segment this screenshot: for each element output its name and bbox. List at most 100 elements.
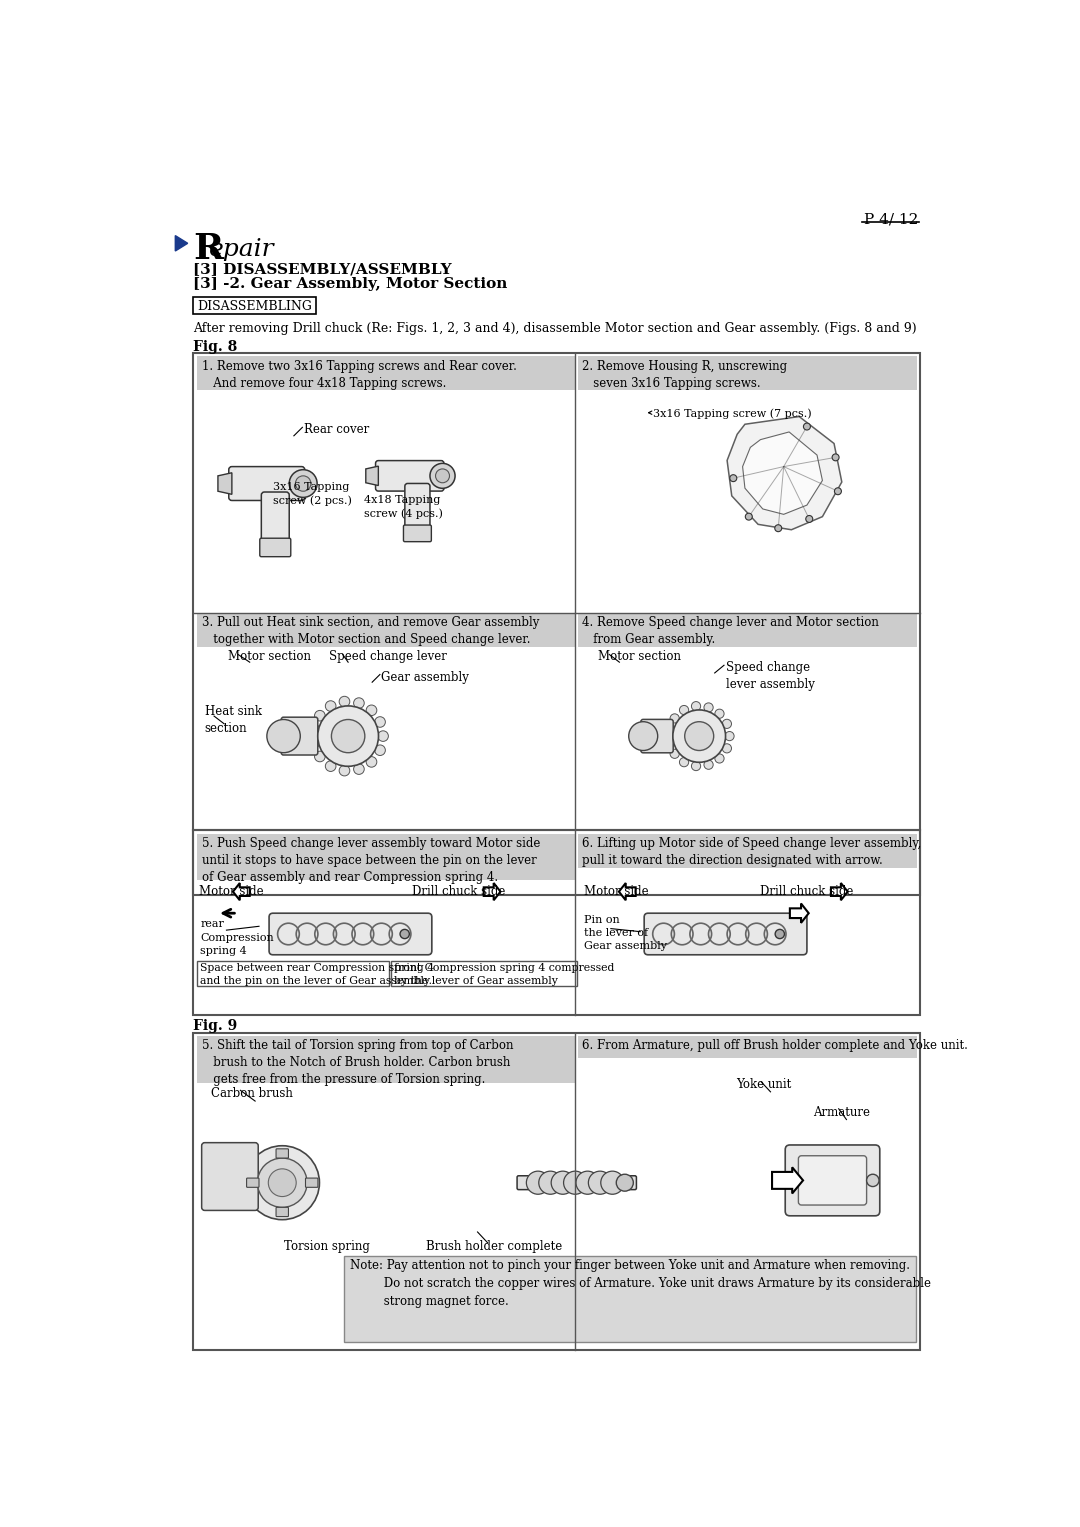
Circle shape — [539, 1171, 562, 1194]
Circle shape — [353, 698, 364, 709]
Text: 6. Lifting up Motor side of Speed change lever assembly,
pull it toward the dire: 6. Lifting up Motor side of Speed change… — [582, 837, 921, 867]
Circle shape — [665, 725, 674, 734]
Text: 4x18 Tapping
screw (4 pcs.): 4x18 Tapping screw (4 pcs.) — [364, 495, 443, 519]
Text: Carbon brush: Carbon brush — [211, 1087, 293, 1101]
Circle shape — [775, 930, 784, 939]
Text: DISASSEMBLING: DISASSEMBLING — [197, 299, 312, 313]
Circle shape — [526, 1171, 550, 1194]
Text: Note: Pay attention not to pinch your finger between Yoke unit and Armature when: Note: Pay attention not to pinch your fi… — [350, 1258, 931, 1309]
Circle shape — [325, 760, 336, 771]
Circle shape — [835, 487, 841, 495]
Circle shape — [314, 710, 325, 721]
Circle shape — [245, 1145, 320, 1220]
Text: 5. Push Speed change lever assembly toward Motor side
until it stops to have spa: 5. Push Speed change lever assembly towa… — [202, 837, 540, 884]
Text: [3] DISASSEMBLY/ASSEMBLY: [3] DISASSEMBLY/ASSEMBLY — [193, 261, 451, 276]
FancyBboxPatch shape — [578, 356, 917, 391]
Circle shape — [730, 475, 737, 481]
Circle shape — [600, 1171, 624, 1194]
FancyBboxPatch shape — [578, 1037, 917, 1058]
Polygon shape — [831, 883, 848, 901]
Circle shape — [296, 476, 311, 492]
Circle shape — [332, 719, 365, 753]
Circle shape — [723, 719, 731, 728]
Circle shape — [670, 713, 679, 722]
Circle shape — [375, 745, 386, 756]
Circle shape — [723, 744, 731, 753]
FancyBboxPatch shape — [345, 1255, 916, 1342]
Circle shape — [725, 731, 734, 741]
Circle shape — [268, 1168, 296, 1197]
FancyBboxPatch shape — [197, 834, 576, 880]
Polygon shape — [175, 235, 188, 250]
Polygon shape — [233, 883, 249, 901]
Circle shape — [866, 1174, 879, 1186]
Polygon shape — [366, 466, 378, 486]
Circle shape — [691, 762, 701, 771]
Text: 3x16 Tapping
screw (2 pcs.): 3x16 Tapping screw (2 pcs.) — [273, 483, 352, 505]
FancyBboxPatch shape — [246, 1177, 259, 1188]
Circle shape — [679, 757, 689, 767]
Circle shape — [375, 716, 386, 727]
FancyBboxPatch shape — [276, 1208, 288, 1217]
Text: [3] -2. Gear Assembly, Motor Section: [3] -2. Gear Assembly, Motor Section — [193, 278, 508, 292]
Circle shape — [670, 750, 679, 759]
Circle shape — [378, 731, 389, 742]
Polygon shape — [772, 1167, 804, 1194]
Polygon shape — [743, 432, 823, 515]
FancyBboxPatch shape — [376, 461, 444, 492]
FancyBboxPatch shape — [405, 484, 430, 530]
Circle shape — [715, 709, 724, 718]
Circle shape — [665, 738, 674, 747]
Text: 6. From Armature, pull off Brush holder complete and Yoke unit.: 6. From Armature, pull off Brush holder … — [582, 1040, 968, 1052]
Circle shape — [435, 469, 449, 483]
Circle shape — [685, 722, 714, 750]
Text: 5. Shift the tail of Torsion spring from top of Carbon
   brush to the Notch of : 5. Shift the tail of Torsion spring from… — [202, 1040, 513, 1087]
Polygon shape — [619, 883, 636, 901]
Text: P 4/ 12: P 4/ 12 — [864, 212, 918, 226]
Circle shape — [309, 724, 320, 734]
Circle shape — [564, 1171, 586, 1194]
FancyBboxPatch shape — [578, 834, 917, 867]
Circle shape — [576, 1171, 599, 1194]
Text: Motor section: Motor section — [598, 651, 681, 663]
FancyBboxPatch shape — [306, 1177, 318, 1188]
Text: Yoke unit: Yoke unit — [735, 1078, 791, 1090]
FancyBboxPatch shape — [644, 913, 807, 954]
Circle shape — [806, 516, 813, 522]
FancyBboxPatch shape — [229, 467, 305, 501]
Polygon shape — [789, 904, 809, 922]
FancyBboxPatch shape — [276, 1148, 288, 1157]
Circle shape — [715, 754, 724, 764]
FancyBboxPatch shape — [197, 612, 576, 647]
Text: 3x16 Tapping screw (7 pcs.): 3x16 Tapping screw (7 pcs.) — [652, 408, 811, 418]
Circle shape — [339, 765, 350, 776]
Circle shape — [617, 1174, 633, 1191]
Text: Motor side: Motor side — [199, 886, 264, 898]
Text: 1. Remove two 3x16 Tapping screws and Rear cover.
   And remove four 4x18 Tappin: 1. Remove two 3x16 Tapping screws and Re… — [202, 359, 516, 389]
Text: After removing Drill chuck (Re: Figs. 1, 2, 3 and 4), disassemble Motor section : After removing Drill chuck (Re: Figs. 1,… — [193, 322, 917, 334]
Circle shape — [691, 701, 701, 710]
Circle shape — [679, 705, 689, 715]
Circle shape — [366, 705, 377, 716]
FancyBboxPatch shape — [197, 356, 576, 391]
Circle shape — [786, 1174, 798, 1186]
Circle shape — [314, 751, 325, 762]
FancyBboxPatch shape — [281, 718, 318, 754]
Text: Speed change lever: Speed change lever — [328, 651, 447, 663]
Text: 2. Remove Housing R, unscrewing
   seven 3x16 Tapping screws.: 2. Remove Housing R, unscrewing seven 3x… — [582, 359, 787, 389]
Text: Motor section: Motor section — [228, 651, 311, 663]
FancyBboxPatch shape — [269, 913, 432, 954]
FancyBboxPatch shape — [202, 1142, 258, 1211]
Circle shape — [673, 710, 726, 762]
Circle shape — [430, 463, 455, 489]
Circle shape — [704, 760, 713, 770]
Text: Torsion spring: Torsion spring — [284, 1240, 369, 1254]
FancyBboxPatch shape — [404, 525, 431, 542]
Circle shape — [551, 1171, 575, 1194]
Text: Fig. 9: Fig. 9 — [193, 1020, 238, 1034]
Circle shape — [353, 764, 364, 774]
Polygon shape — [218, 473, 232, 495]
Circle shape — [339, 696, 350, 707]
Text: Space between rear Compression spring 4
and the pin on the lever of Gear assembl: Space between rear Compression spring 4 … — [200, 964, 434, 986]
Polygon shape — [727, 417, 841, 530]
